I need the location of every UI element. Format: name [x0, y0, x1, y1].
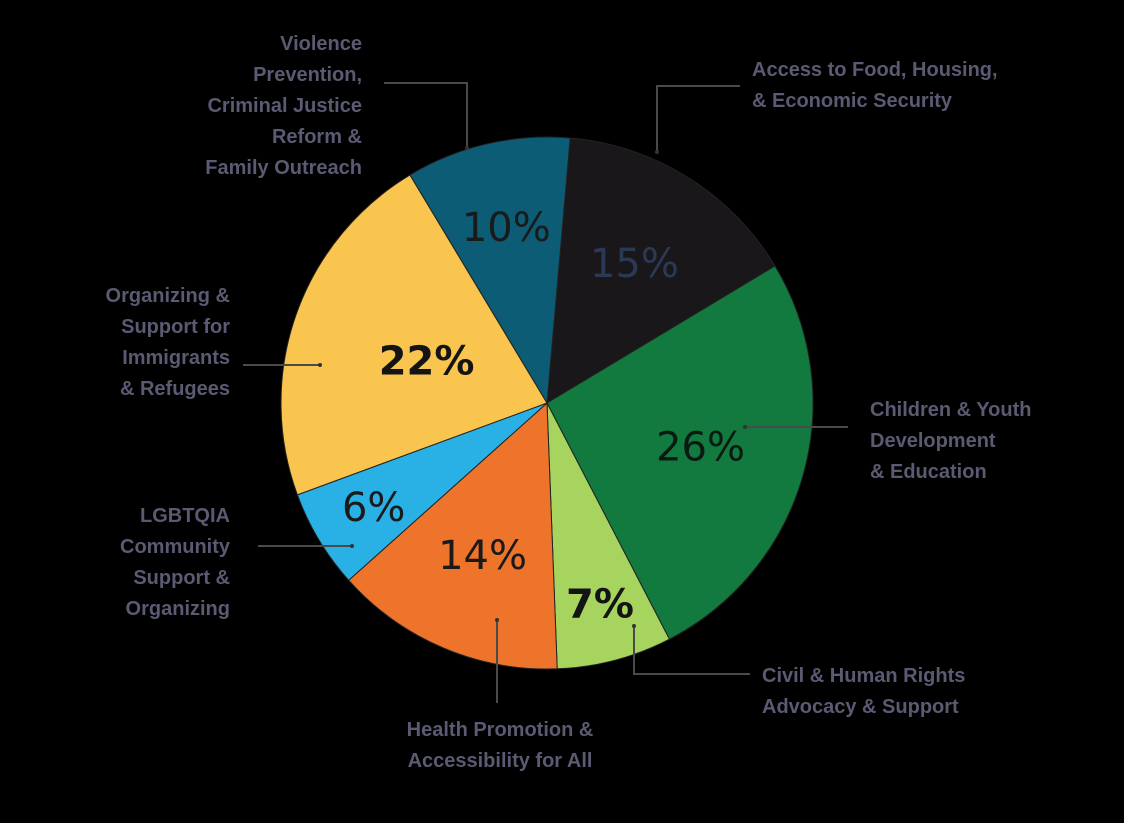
- slice-category-label-line: Immigrants: [122, 347, 230, 369]
- slice-percent-label: 15%: [590, 241, 679, 287]
- slice-category-label-line: LGBTQIA: [140, 505, 230, 527]
- slice-category-label: LGBTQIA Community Support & Organizing: [120, 505, 231, 620]
- slice-category-label-line: Reform &: [272, 126, 362, 148]
- slice-category-label: Civil & Human Rights Advocacy & Support: [762, 665, 965, 718]
- category-labels: Access to Food, Housing, & Economic Secur…: [106, 33, 1032, 772]
- slice-category-label-line: Prevention,: [253, 64, 362, 86]
- leader-line: [656, 85, 740, 152]
- leader-dot: [350, 544, 354, 548]
- leader-dot: [632, 624, 636, 628]
- slice-category-label-line: Organizing: [126, 598, 230, 620]
- slice-category-label-line: Family Outreach: [205, 157, 362, 179]
- slice-category-label-line: Civil & Human Rights: [762, 665, 965, 687]
- slice-category-label-line: & Economic Security: [752, 90, 953, 112]
- slice-category-label-line: Support &: [133, 567, 230, 589]
- slice-category-label: Organizing & Support for Immigrants & Refug…: [106, 285, 231, 400]
- slice-category-label-line: & Refugees: [120, 378, 230, 400]
- pie-slice: [546, 137, 776, 404]
- slice-percent-label: 6%: [342, 485, 405, 531]
- slice-category-label: Health Promotion & Accessibility for All: [407, 719, 594, 772]
- percent-labels: 15% 26% 7% 14% 6% 22% 10%: [342, 205, 745, 628]
- slice-category-label: Violence Prevention, Criminal Justice Refor…: [205, 33, 362, 179]
- pie-slice: [546, 402, 671, 670]
- slice-category-label-line: Health Promotion &: [407, 719, 594, 741]
- slice-category-label-line: Violence: [280, 33, 362, 55]
- leader-line: [384, 82, 468, 148]
- leader-lines: [243, 82, 848, 703]
- pie-slice: [546, 265, 814, 640]
- slice-category-label-line: Support for: [121, 316, 230, 338]
- slice-category-label-line: & Education: [870, 461, 987, 483]
- leader-dot: [465, 146, 469, 150]
- pie-slices: [280, 136, 814, 670]
- slice-category-label: Children & Youth Development & Education: [870, 399, 1031, 483]
- slice-category-label-line: Organizing &: [106, 285, 230, 307]
- leader-line: [633, 626, 750, 675]
- leader-dot: [655, 150, 659, 154]
- slice-percent-label: 14%: [438, 533, 527, 579]
- slice-category-label-line: Criminal Justice: [207, 95, 362, 117]
- pie-slice: [347, 401, 558, 670]
- slice-category-label-line: Community: [120, 536, 231, 558]
- pie-slice: [409, 136, 571, 405]
- slice-category-label-line: Accessibility for All: [408, 750, 593, 772]
- slice-category-label: Access to Food, Housing, & Economic Secur…: [752, 59, 998, 112]
- slice-category-label-line: Advocacy & Support: [762, 696, 959, 718]
- slice-percent-label: 10%: [462, 205, 551, 251]
- leader-dot: [318, 363, 322, 367]
- slice-category-label-line: Access to Food, Housing,: [752, 59, 998, 81]
- slice-percent-label: 22%: [379, 339, 475, 385]
- slice-category-label-line: Children & Youth: [870, 399, 1031, 421]
- leader-dot: [743, 425, 747, 429]
- slice-percent-label: 7%: [566, 582, 634, 628]
- slice-category-label-line: Development: [870, 430, 996, 452]
- slice-percent-label: 26%: [656, 424, 745, 470]
- leader-dot: [495, 618, 499, 622]
- pie-slice: [280, 174, 548, 496]
